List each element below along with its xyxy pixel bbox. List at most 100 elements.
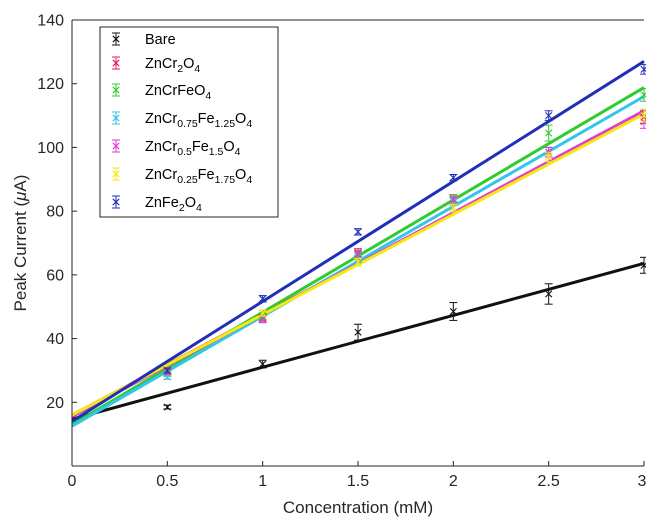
x-tick-label: 3 [638,473,646,490]
marker [545,153,553,161]
marker [354,228,362,236]
data-point [258,309,267,317]
legend-label: ZnFe2O4 [145,195,202,214]
y-axis-label-greek: μ [11,191,30,202]
legend-entry: ZnCr0.5Fe1.5O4 [112,139,241,158]
data-point [640,256,646,274]
marker-stroke [354,250,362,258]
legend-marker [112,142,120,150]
marker [354,258,362,266]
data-point [544,151,553,163]
marker [259,295,267,303]
marker-stroke [449,196,457,204]
marker-stroke [259,309,267,317]
data-point [449,174,458,182]
marker [259,309,267,317]
marker [163,403,171,411]
y-axis-label-main: Peak Current ( [11,201,30,312]
legend-label-part: O [235,167,246,183]
marker [545,111,553,120]
marker-stroke [640,262,646,269]
marker [354,250,362,258]
legend-box [99,26,279,218]
legend-label: ZnCrFeO4 [145,83,211,102]
legend-marker [112,114,120,122]
marker-stroke [112,142,120,150]
data-point [544,124,553,142]
marker [354,328,362,336]
marker [259,315,267,324]
legend-label-part: ZnCrFeO [145,83,205,99]
x-tick-label: 1 [258,473,267,490]
legend-marker [112,86,120,94]
legend-label-subscript: 0.5 [177,146,192,158]
legend-marker [112,170,120,178]
y-ticks: 20 40 60 80 100 120 140 [37,13,77,412]
x-tick-label: 0.5 [156,473,178,490]
y-tick-label: 100 [37,140,64,157]
legend-label: Bare [145,32,176,48]
data-point [449,203,458,213]
marker [449,196,457,204]
legend-label-part: Bare [145,32,176,48]
marker-stroke [640,66,646,73]
marker-stroke [354,328,362,336]
legend-entry: ZnFe2O4 [112,195,202,214]
data-point [354,257,362,267]
marker-stroke [112,59,120,67]
legend-label-subscript: 4 [235,146,241,158]
x-tick-label: 1.5 [347,473,369,490]
data-point [258,359,267,369]
x-axis-label: Concentration (mM) [283,498,433,517]
x-ticks: 0 0.5 1 1.5 2 2.5 3 [68,461,646,490]
marker [259,360,267,368]
legend-label-part: ZnCr [145,111,177,127]
legend-label-subscript: 1.75 [215,174,236,186]
marker-stroke [112,198,120,206]
legend-label: ZnCr0.5Fe1.5O4 [145,139,241,158]
legend-label-subscript: 2 [179,202,185,214]
marker [449,204,457,212]
marker-stroke [545,153,553,161]
data-point [640,87,646,102]
marker-stroke [449,204,457,212]
marker-stroke [163,403,171,411]
marker-stroke [449,174,457,182]
legend-marker [112,35,120,43]
marker-stroke [112,170,120,178]
legend-entry: Bare [112,32,176,48]
marker-stroke [259,315,267,324]
legend-entry: ZnCr0.25Fe1.75O4 [112,167,252,186]
y-axis-label-unit: A) [11,175,30,192]
marker-stroke [545,129,553,137]
legend-label-subscript: 4 [246,174,252,186]
legend-marker [112,59,120,67]
legend-label-part: ZnCr [145,56,177,72]
legend-label-part: ZnFe [145,195,179,211]
legend-label: ZnCr2O4 [145,56,200,75]
marker-stroke [640,112,646,120]
legend-entry: ZnCrFeO4 [112,83,211,102]
data-point [640,108,646,123]
data-markers [163,64,646,411]
data-point [544,283,553,305]
legend-label-subscript: 4 [205,90,211,102]
legend-entry: ZnCr0.75Fe1.25O4 [112,111,252,130]
fit-line [71,60,645,423]
y-axis-label: Peak Current (μA) [11,175,30,312]
legend-label-subscript: 1.5 [209,146,224,158]
y-tick-label: 120 [37,76,64,93]
marker [640,111,646,120]
legend-label-part: Fe [198,111,215,127]
legend-label-part: O [185,195,196,211]
legend-label-subscript: 0.25 [177,174,198,186]
legend: BareZnCr2O4ZnCrFeO4ZnCr0.75Fe1.25O4ZnCr0… [99,26,279,218]
data-point [258,295,267,303]
data-point [544,110,553,121]
data-point [354,323,362,341]
legend-label-part: Fe [198,167,215,183]
y-tick-label: 60 [46,267,64,284]
marker [640,91,646,99]
x-tick-label: 2 [449,473,458,490]
